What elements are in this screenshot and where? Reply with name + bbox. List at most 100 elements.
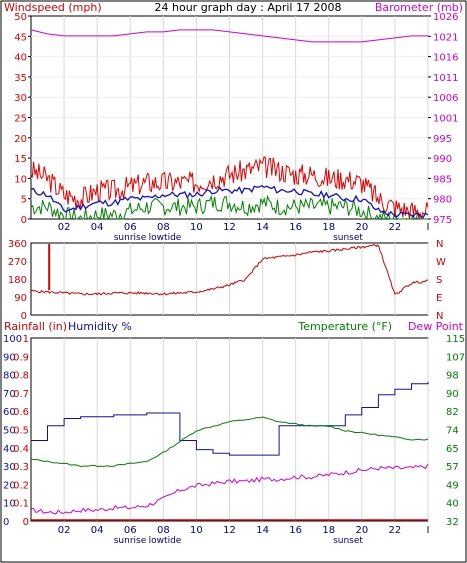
humidity-tick-label-0: 100 [3, 334, 22, 345]
compass-label-0: N [436, 239, 443, 250]
barometer-tick-label-2: 985 [433, 174, 452, 185]
time-ticks-bottom: 02 04 06 08 10 12 14 16 18 20 22 I [58, 525, 430, 536]
time-tick-label-bottom-4: 10 [190, 525, 203, 536]
time-tick-label-8: 18 [322, 222, 335, 233]
humidity-tick-label-1: 90 [3, 352, 16, 363]
barometer-line [30, 29, 428, 43]
direction-tick-label-1: 270 [8, 257, 27, 268]
temperature-line [30, 416, 429, 468]
humidity-tick-label-8: 20 [3, 480, 16, 491]
direction-tick-label-0: 360 [8, 239, 27, 250]
time-ticks-top: 02 04 06 08 10 12 14 16 18 20 22 I [58, 222, 430, 233]
dewpoint-line [30, 463, 429, 515]
compass-label-2: S [436, 275, 442, 286]
time-tick-label-bottom-1: 04 [91, 525, 104, 536]
rainfall-tick-label-2: 0.8 [13, 371, 29, 382]
time-tick-label-bottom-8: 18 [322, 525, 335, 536]
time-tick-label-5: 12 [223, 222, 236, 233]
direction-tick-label-4: 0 [21, 311, 27, 322]
time-tick-label-bottom-3: 08 [157, 525, 170, 536]
humidity-tick-label-3: 70 [3, 389, 16, 400]
rainfall-tick-label-7: 0.3 [13, 462, 29, 473]
barometer-tick-label-1: 980 [433, 195, 452, 206]
time-tick-label-bottom-11: I [427, 525, 430, 536]
compass-label-1: W [436, 257, 446, 268]
windspeed-tick-label-2: 10 [14, 174, 27, 185]
time-tick-label-10: 22 [389, 222, 402, 233]
windspeed-tick-label-10: 50 [14, 12, 27, 23]
dewpoint-axis-title: Dew Point [408, 320, 464, 333]
temperature-tick-label-4: 82 [446, 407, 459, 418]
barometer-tick-label-6: 1006 [433, 93, 458, 104]
windspeed-tick-label-6: 30 [14, 93, 27, 104]
temperature-series [30, 381, 429, 521]
rainfall-tick-label-6: 0.4 [13, 444, 29, 455]
windspeed-tick-label-0: 0 [21, 215, 27, 226]
temperature-ticks: 115 107 98 90 82 74 65 57 49 40 32 [446, 334, 465, 528]
windspeed-tick-label-4: 20 [14, 134, 27, 145]
temperature-axis-title: Temperature (°F) [297, 320, 392, 333]
lowtide-label-bottom: lowtide [149, 536, 182, 546]
time-tick-label-6: 14 [256, 222, 269, 233]
windspeed-tick-label-1: 5 [21, 195, 27, 206]
compass-label-4: N [436, 311, 443, 322]
windspeed-tick-label-3: 15 [14, 154, 27, 165]
wind-average-line [30, 184, 429, 219]
humidity-axis-title: Humidity % [68, 320, 132, 333]
temperature-tick-label-9: 40 [446, 499, 459, 510]
temperature-tick-label-0: 115 [446, 334, 465, 345]
humidity-tick-label-6: 40 [3, 444, 16, 455]
time-tick-label-11: I [427, 222, 430, 233]
time-tick-label-bottom-9: 20 [355, 525, 368, 536]
temperature-tick-label-8: 49 [446, 480, 459, 491]
time-tick-label-bottom-10: 22 [389, 525, 402, 536]
direction-tick-label-2: 180 [8, 275, 27, 286]
windspeed-tick-label-7: 35 [14, 73, 27, 84]
rainfall-tick-label-9: 0.1 [13, 499, 29, 510]
humidity-tick-label-5: 50 [3, 426, 16, 437]
temperature-tick-label-6: 65 [446, 444, 459, 455]
time-tick-label-bottom-6: 14 [256, 525, 269, 536]
rainfall-tick-label-3: 0.7 [13, 389, 29, 400]
time-tick-label-9: 20 [355, 222, 368, 233]
barometer-tick-label-0: 975 [433, 215, 452, 226]
rainfall-tick-label-4: 0.6 [13, 407, 29, 418]
direction-line [30, 243, 429, 296]
windspeed-tick-label-9: 45 [14, 32, 27, 43]
direction-grid [63, 243, 429, 315]
rainfall-tick-label-1: 0.9 [13, 352, 29, 363]
rainfall-axis-title: Rainfall (in) [4, 320, 67, 333]
rainfall-tick-label-0: 1 [23, 334, 29, 345]
temperature-tick-label-10: 32 [446, 517, 459, 528]
sunrise-label: sunrise [114, 233, 147, 243]
time-tick-label-2: 06 [124, 222, 137, 233]
wind-gust-line [30, 156, 429, 220]
windspeed-ticks: 0 5 10 15 20 25 30 35 40 45 50 [14, 12, 31, 226]
wind-series [30, 29, 429, 221]
barometer-tick-label-9: 1021 [433, 32, 458, 43]
chart-title: 24 hour graph day : April 17 2008 [155, 1, 342, 14]
time-tick-label-bottom-7: 16 [289, 525, 302, 536]
temperature-tick-label-5: 74 [446, 426, 459, 437]
time-tick-label-3: 08 [157, 222, 170, 233]
barometer-tick-label-5: 1001 [433, 114, 458, 125]
lowtide-label: lowtide [149, 233, 182, 243]
time-tick-label-0: 02 [58, 222, 71, 233]
wind-low-line [30, 194, 428, 221]
time-tick-label-bottom-2: 06 [124, 525, 137, 536]
direction-tick-label-3: 90 [14, 293, 27, 304]
humidity-tick-label-10: 0 [3, 517, 9, 528]
windspeed-axis-title: Windspeed (mph) [4, 1, 102, 14]
sunset-label-bottom: sunset [333, 536, 363, 546]
barometer-tick-label-8: 1016 [433, 53, 458, 64]
compass-label-3: E [436, 293, 442, 304]
time-tick-label-4: 10 [190, 222, 203, 233]
humidity-line [31, 381, 429, 456]
barometer-tick-label-3: 990 [433, 154, 452, 165]
humidity-tick-label-7: 30 [3, 462, 16, 473]
barometer-axis-title: Barometer (mb) [375, 1, 463, 14]
barometer-tick-label-7: 1011 [433, 73, 458, 84]
temperature-grid [63, 338, 429, 521]
